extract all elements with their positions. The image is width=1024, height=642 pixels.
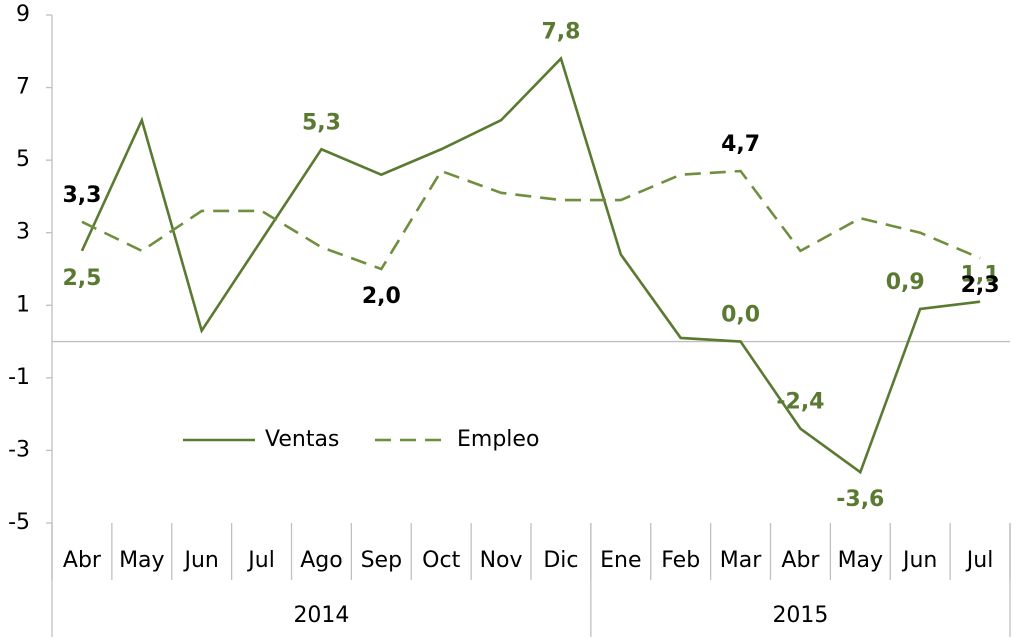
data-label: -3,6 [836, 487, 884, 512]
data-label: 5,3 [302, 110, 341, 135]
series-line [81, 169, 981, 271]
year-label: 2015 [772, 603, 828, 628]
legend-label: Empleo [457, 427, 539, 452]
x-tick-label: Oct [422, 548, 460, 573]
y-tick-label: -1 [8, 365, 30, 390]
x-tick-label: Ago [300, 548, 342, 573]
y-tick-label: 7 [16, 75, 30, 100]
data-label: 1,1 [961, 263, 1000, 288]
x-tick-label: Ene [600, 548, 641, 573]
y-tick-label: 1 [16, 292, 30, 317]
data-label: 0,0 [721, 303, 760, 328]
y-tick-label: -3 [8, 437, 30, 462]
y-tick-label: -5 [8, 510, 30, 535]
year-label: 2014 [293, 603, 349, 628]
data-label: 2,0 [362, 284, 401, 309]
data-label: 2,5 [62, 266, 101, 291]
data-label: 4,7 [721, 132, 760, 157]
data-label: -2,4 [776, 390, 824, 415]
x-tick-label: Jul [246, 548, 275, 573]
legend-label: Ventas [265, 427, 339, 452]
x-tick-label: Abr [63, 548, 102, 573]
x-tick-label: Abr [781, 548, 820, 573]
x-tick-label: Jul [965, 548, 994, 573]
x-tick-label: May [838, 548, 883, 573]
y-tick-label: 9 [16, 2, 30, 27]
x-tick-label: Nov [480, 548, 523, 573]
x-tick-label: Jun [901, 548, 937, 573]
x-tick-label: Jun [183, 548, 219, 573]
x-tick-label: May [119, 548, 164, 573]
y-tick-label: 5 [16, 147, 30, 172]
data-label: 7,8 [541, 20, 580, 45]
data-label: 0,9 [886, 270, 925, 295]
data-label: 3,3 [62, 183, 101, 208]
x-tick-label: Sep [361, 548, 402, 573]
x-tick-label: Dic [543, 548, 578, 573]
x-tick-label: Feb [661, 548, 700, 573]
series-line [80, 56, 981, 475]
data-label: 2,3 [961, 273, 1000, 298]
y-tick-label: 3 [16, 220, 30, 245]
x-tick-label: Mar [720, 548, 762, 573]
